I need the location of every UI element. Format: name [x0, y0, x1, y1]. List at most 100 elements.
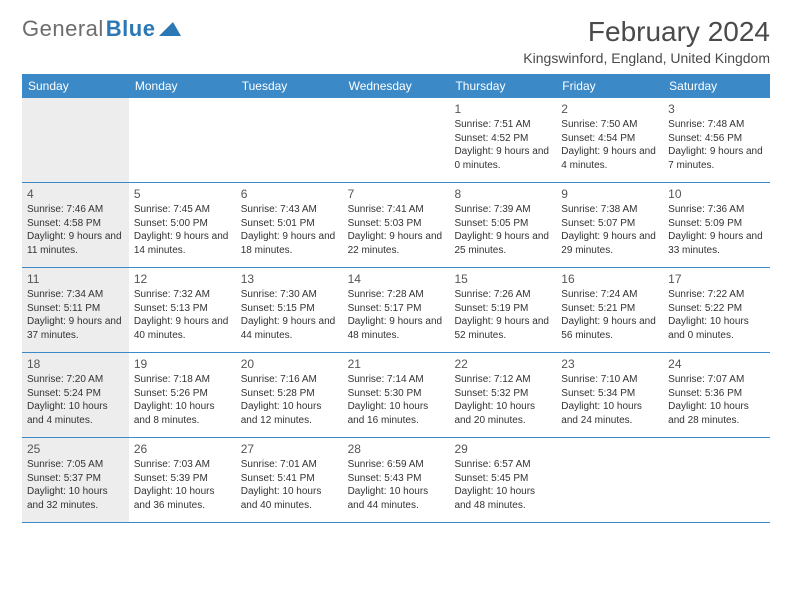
day-cell: 7Sunrise: 7:41 AMSunset: 5:03 PMDaylight… — [343, 183, 450, 267]
sunset-line: Sunset: 5:01 PM — [241, 217, 338, 231]
sunrise-line: Sunrise: 7:50 AM — [561, 118, 658, 132]
sunrise-line: Sunrise: 7:20 AM — [27, 373, 124, 387]
day-cell — [343, 98, 450, 182]
week-row: 4Sunrise: 7:46 AMSunset: 4:58 PMDaylight… — [22, 183, 770, 268]
daylight-line: Daylight: 9 hours and 25 minutes. — [454, 230, 551, 257]
daylight-line: Daylight: 9 hours and 48 minutes. — [348, 315, 445, 342]
day-cell — [22, 98, 129, 182]
day-number: 24 — [668, 356, 765, 372]
day-cell: 13Sunrise: 7:30 AMSunset: 5:15 PMDayligh… — [236, 268, 343, 352]
daylight-line: Daylight: 9 hours and 37 minutes. — [27, 315, 124, 342]
daylight-line: Daylight: 10 hours and 12 minutes. — [241, 400, 338, 427]
daylight-line: Daylight: 9 hours and 56 minutes. — [561, 315, 658, 342]
weeks-container: 1Sunrise: 7:51 AMSunset: 4:52 PMDaylight… — [22, 98, 770, 523]
sunset-line: Sunset: 5:15 PM — [241, 302, 338, 316]
daylight-line: Daylight: 9 hours and 4 minutes. — [561, 145, 658, 172]
day-number: 26 — [134, 441, 231, 457]
day-number: 13 — [241, 271, 338, 287]
daylight-line: Daylight: 10 hours and 8 minutes. — [134, 400, 231, 427]
sunrise-line: Sunrise: 7:16 AM — [241, 373, 338, 387]
sunset-line: Sunset: 5:39 PM — [134, 472, 231, 486]
day-number: 3 — [668, 101, 765, 117]
day-cell: 9Sunrise: 7:38 AMSunset: 5:07 PMDaylight… — [556, 183, 663, 267]
daylight-line: Daylight: 9 hours and 40 minutes. — [134, 315, 231, 342]
sunset-line: Sunset: 5:34 PM — [561, 387, 658, 401]
sunrise-line: Sunrise: 7:28 AM — [348, 288, 445, 302]
daylight-line: Daylight: 10 hours and 16 minutes. — [348, 400, 445, 427]
sunset-line: Sunset: 5:09 PM — [668, 217, 765, 231]
sunset-line: Sunset: 5:22 PM — [668, 302, 765, 316]
day-number: 28 — [348, 441, 445, 457]
daylight-line: Daylight: 10 hours and 36 minutes. — [134, 485, 231, 512]
day-number: 17 — [668, 271, 765, 287]
daylight-line: Daylight: 9 hours and 29 minutes. — [561, 230, 658, 257]
sunrise-line: Sunrise: 7:22 AM — [668, 288, 765, 302]
sunrise-line: Sunrise: 7:26 AM — [454, 288, 551, 302]
day-number: 16 — [561, 271, 658, 287]
daylight-line: Daylight: 9 hours and 18 minutes. — [241, 230, 338, 257]
weekday-tue: Tuesday — [236, 74, 343, 98]
day-cell: 27Sunrise: 7:01 AMSunset: 5:41 PMDayligh… — [236, 438, 343, 522]
sunset-line: Sunset: 4:56 PM — [668, 132, 765, 146]
sunset-line: Sunset: 5:03 PM — [348, 217, 445, 231]
sunset-line: Sunset: 4:52 PM — [454, 132, 551, 146]
day-number: 18 — [27, 356, 124, 372]
brand-text-1: General — [22, 16, 104, 42]
weekday-sat: Saturday — [663, 74, 770, 98]
sunset-line: Sunset: 5:43 PM — [348, 472, 445, 486]
sunset-line: Sunset: 5:13 PM — [134, 302, 231, 316]
daylight-line: Daylight: 10 hours and 24 minutes. — [561, 400, 658, 427]
day-cell: 29Sunrise: 6:57 AMSunset: 5:45 PMDayligh… — [449, 438, 556, 522]
day-number: 12 — [134, 271, 231, 287]
weekday-thu: Thursday — [449, 74, 556, 98]
day-cell: 16Sunrise: 7:24 AMSunset: 5:21 PMDayligh… — [556, 268, 663, 352]
day-cell: 12Sunrise: 7:32 AMSunset: 5:13 PMDayligh… — [129, 268, 236, 352]
daylight-line: Daylight: 10 hours and 40 minutes. — [241, 485, 338, 512]
weekday-wed: Wednesday — [343, 74, 450, 98]
sunset-line: Sunset: 5:41 PM — [241, 472, 338, 486]
location-line: Kingswinford, England, United Kingdom — [523, 50, 770, 66]
day-cell: 3Sunrise: 7:48 AMSunset: 4:56 PMDaylight… — [663, 98, 770, 182]
daylight-line: Daylight: 9 hours and 14 minutes. — [134, 230, 231, 257]
sunset-line: Sunset: 5:19 PM — [454, 302, 551, 316]
sunset-line: Sunset: 5:45 PM — [454, 472, 551, 486]
day-cell: 23Sunrise: 7:10 AMSunset: 5:34 PMDayligh… — [556, 353, 663, 437]
day-cell: 18Sunrise: 7:20 AMSunset: 5:24 PMDayligh… — [22, 353, 129, 437]
sunrise-line: Sunrise: 6:59 AM — [348, 458, 445, 472]
day-cell: 26Sunrise: 7:03 AMSunset: 5:39 PMDayligh… — [129, 438, 236, 522]
sunset-line: Sunset: 5:36 PM — [668, 387, 765, 401]
brand-logo: GeneralBlue — [22, 16, 181, 42]
day-number: 2 — [561, 101, 658, 117]
day-cell: 22Sunrise: 7:12 AMSunset: 5:32 PMDayligh… — [449, 353, 556, 437]
sunset-line: Sunset: 5:05 PM — [454, 217, 551, 231]
sunset-line: Sunset: 5:11 PM — [27, 302, 124, 316]
day-number: 4 — [27, 186, 124, 202]
header: GeneralBlue February 2024 Kingswinford, … — [22, 16, 770, 66]
day-number: 23 — [561, 356, 658, 372]
sunrise-line: Sunrise: 7:38 AM — [561, 203, 658, 217]
sunrise-line: Sunrise: 7:18 AM — [134, 373, 231, 387]
sunset-line: Sunset: 4:58 PM — [27, 217, 124, 231]
daylight-line: Daylight: 10 hours and 28 minutes. — [668, 400, 765, 427]
daylight-line: Daylight: 10 hours and 32 minutes. — [27, 485, 124, 512]
sunrise-line: Sunrise: 6:57 AM — [454, 458, 551, 472]
day-cell: 21Sunrise: 7:14 AMSunset: 5:30 PMDayligh… — [343, 353, 450, 437]
daylight-line: Daylight: 10 hours and 4 minutes. — [27, 400, 124, 427]
daylight-line: Daylight: 9 hours and 52 minutes. — [454, 315, 551, 342]
sunset-line: Sunset: 4:54 PM — [561, 132, 658, 146]
day-number: 25 — [27, 441, 124, 457]
sunset-line: Sunset: 5:32 PM — [454, 387, 551, 401]
day-cell: 4Sunrise: 7:46 AMSunset: 4:58 PMDaylight… — [22, 183, 129, 267]
day-number: 8 — [454, 186, 551, 202]
day-cell: 14Sunrise: 7:28 AMSunset: 5:17 PMDayligh… — [343, 268, 450, 352]
sunset-line: Sunset: 5:37 PM — [27, 472, 124, 486]
sunrise-line: Sunrise: 7:14 AM — [348, 373, 445, 387]
weekday-fri: Friday — [556, 74, 663, 98]
sunrise-line: Sunrise: 7:39 AM — [454, 203, 551, 217]
day-cell: 19Sunrise: 7:18 AMSunset: 5:26 PMDayligh… — [129, 353, 236, 437]
sunrise-line: Sunrise: 7:36 AM — [668, 203, 765, 217]
day-cell: 5Sunrise: 7:45 AMSunset: 5:00 PMDaylight… — [129, 183, 236, 267]
sunrise-line: Sunrise: 7:34 AM — [27, 288, 124, 302]
daylight-line: Daylight: 10 hours and 44 minutes. — [348, 485, 445, 512]
sunset-line: Sunset: 5:30 PM — [348, 387, 445, 401]
